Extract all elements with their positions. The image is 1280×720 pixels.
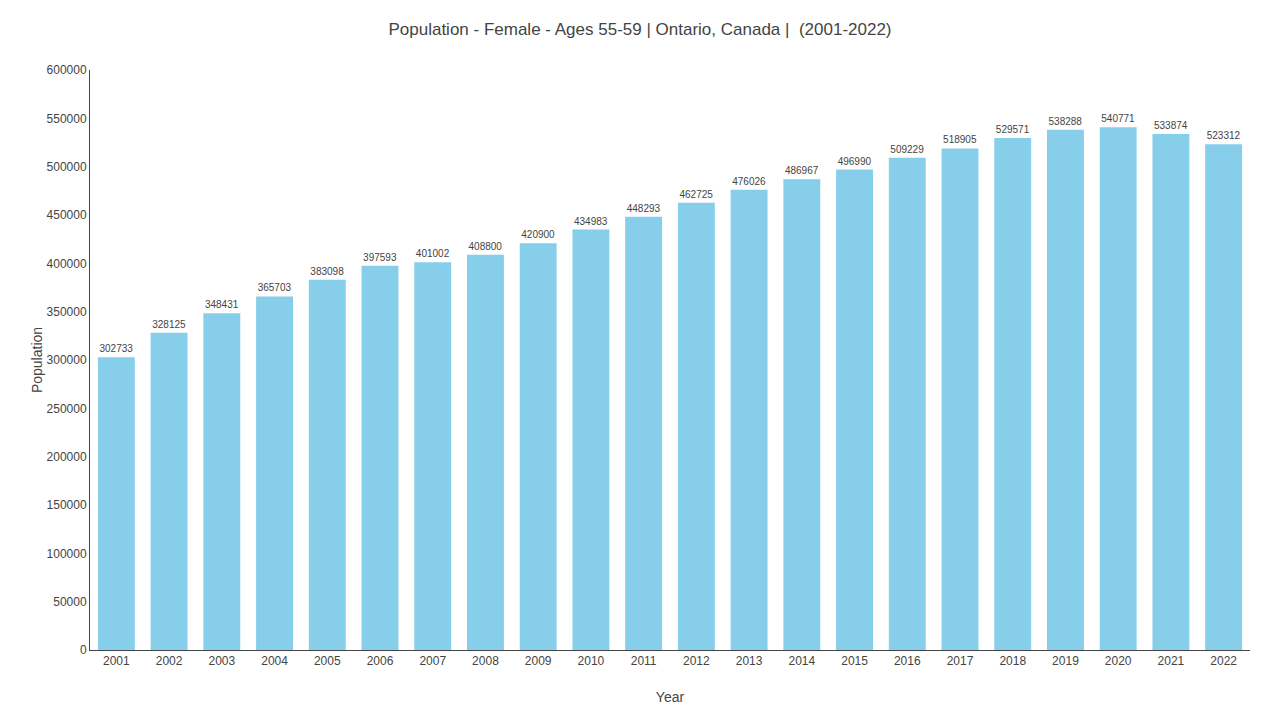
svg-text:2012: 2012 bbox=[683, 654, 710, 668]
svg-text:200000: 200000 bbox=[47, 450, 87, 464]
svg-text:462725: 462725 bbox=[679, 189, 713, 200]
svg-text:476026: 476026 bbox=[732, 176, 766, 187]
svg-text:302733: 302733 bbox=[99, 343, 133, 354]
svg-text:2005: 2005 bbox=[314, 654, 341, 668]
svg-text:448293: 448293 bbox=[627, 203, 661, 214]
svg-text:328125: 328125 bbox=[152, 319, 186, 330]
svg-text:250000: 250000 bbox=[47, 402, 87, 416]
svg-text:533874: 533874 bbox=[1154, 120, 1188, 131]
svg-text:450000: 450000 bbox=[47, 208, 87, 222]
svg-text:Year: Year bbox=[656, 689, 685, 705]
svg-text:2018: 2018 bbox=[999, 654, 1026, 668]
svg-text:529571: 529571 bbox=[996, 124, 1030, 135]
svg-text:350000: 350000 bbox=[47, 305, 87, 319]
svg-text:2002: 2002 bbox=[156, 654, 183, 668]
svg-text:2008: 2008 bbox=[472, 654, 499, 668]
svg-text:Population: Population bbox=[29, 327, 45, 393]
svg-text:2019: 2019 bbox=[1052, 654, 1079, 668]
svg-text:2013: 2013 bbox=[736, 654, 763, 668]
svg-text:2016: 2016 bbox=[894, 654, 921, 668]
svg-text:408800: 408800 bbox=[469, 241, 503, 252]
svg-text:550000: 550000 bbox=[47, 112, 87, 126]
svg-text:401002: 401002 bbox=[416, 248, 450, 259]
svg-text:486967: 486967 bbox=[785, 165, 819, 176]
svg-text:365703: 365703 bbox=[258, 282, 292, 293]
svg-text:2022: 2022 bbox=[1210, 654, 1237, 668]
svg-text:2001: 2001 bbox=[103, 654, 130, 668]
svg-text:2017: 2017 bbox=[947, 654, 974, 668]
svg-text:2021: 2021 bbox=[1158, 654, 1185, 668]
svg-text:2015: 2015 bbox=[841, 654, 868, 668]
svg-text:420900: 420900 bbox=[521, 229, 555, 240]
svg-text:2020: 2020 bbox=[1105, 654, 1132, 668]
svg-text:0: 0 bbox=[80, 643, 87, 657]
svg-text:496990: 496990 bbox=[838, 156, 872, 167]
svg-text:2003: 2003 bbox=[208, 654, 235, 668]
svg-text:538288: 538288 bbox=[1049, 116, 1083, 127]
svg-text:2004: 2004 bbox=[261, 654, 288, 668]
svg-text:434983: 434983 bbox=[574, 216, 608, 227]
svg-text:Population - Female - Ages 55-: Population - Female - Ages 55-59 | Ontar… bbox=[388, 20, 891, 39]
svg-text:400000: 400000 bbox=[47, 257, 87, 271]
svg-text:500000: 500000 bbox=[47, 160, 87, 174]
svg-text:397593: 397593 bbox=[363, 252, 397, 263]
svg-text:518905: 518905 bbox=[943, 134, 977, 145]
svg-text:2014: 2014 bbox=[788, 654, 815, 668]
svg-text:348431: 348431 bbox=[205, 299, 239, 310]
svg-text:100000: 100000 bbox=[47, 547, 87, 561]
svg-text:2006: 2006 bbox=[367, 654, 394, 668]
svg-text:2011: 2011 bbox=[631, 654, 657, 668]
svg-text:540771: 540771 bbox=[1101, 113, 1135, 124]
svg-text:2010: 2010 bbox=[578, 654, 605, 668]
svg-text:50000: 50000 bbox=[53, 595, 87, 609]
svg-text:509229: 509229 bbox=[890, 144, 924, 155]
svg-text:600000: 600000 bbox=[47, 63, 87, 77]
svg-text:383098: 383098 bbox=[310, 266, 344, 277]
svg-text:2009: 2009 bbox=[525, 654, 552, 668]
svg-text:300000: 300000 bbox=[47, 353, 87, 367]
svg-text:2007: 2007 bbox=[419, 654, 446, 668]
svg-text:150000: 150000 bbox=[47, 498, 87, 512]
svg-text:523312: 523312 bbox=[1207, 130, 1241, 141]
